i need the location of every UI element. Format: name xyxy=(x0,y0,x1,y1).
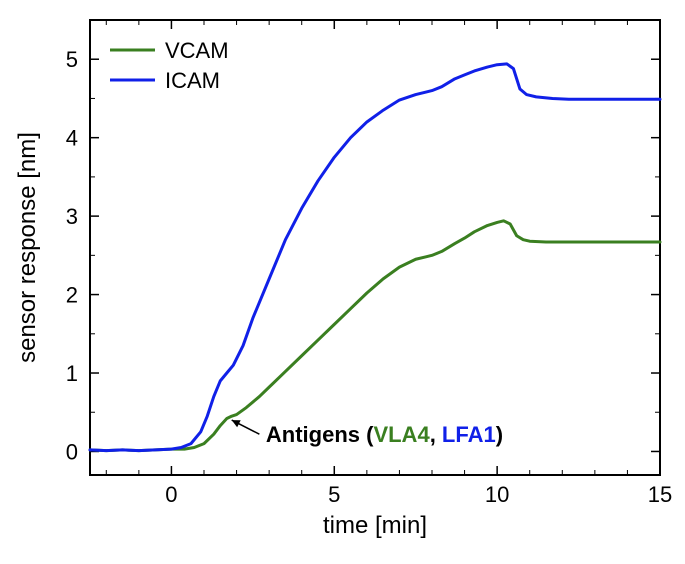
x-tick-label: 10 xyxy=(485,482,509,507)
x-tick-label: 5 xyxy=(328,482,340,507)
y-axis-label: sensor response [nm] xyxy=(14,132,41,363)
legend-label: VCAM xyxy=(165,38,229,63)
chart-container: 0 5 10 15 0 1 2 3 4 5 time [min] sensor response [n… xyxy=(0,0,685,564)
x-tick-label: 0 xyxy=(165,482,177,507)
x-axis-label: time [min] xyxy=(323,512,427,539)
y-tick-label: 5 xyxy=(66,47,78,72)
annotation-text: Antigens (VLA4, LFA1) xyxy=(266,422,503,447)
line-chart: 0 5 10 15 0 1 2 3 4 5 time [min] sensor response [n… xyxy=(0,0,685,564)
y-tick-label: 0 xyxy=(66,439,78,464)
y-tick-label: 2 xyxy=(66,283,78,308)
legend-label: ICAM xyxy=(165,68,220,93)
series-vcam xyxy=(90,221,660,451)
y-tick-label: 3 xyxy=(66,204,78,229)
series-icam xyxy=(90,64,660,451)
x-tick-label: 15 xyxy=(648,482,672,507)
y-tick-label: 4 xyxy=(66,126,78,151)
y-tick-label: 1 xyxy=(66,361,78,386)
